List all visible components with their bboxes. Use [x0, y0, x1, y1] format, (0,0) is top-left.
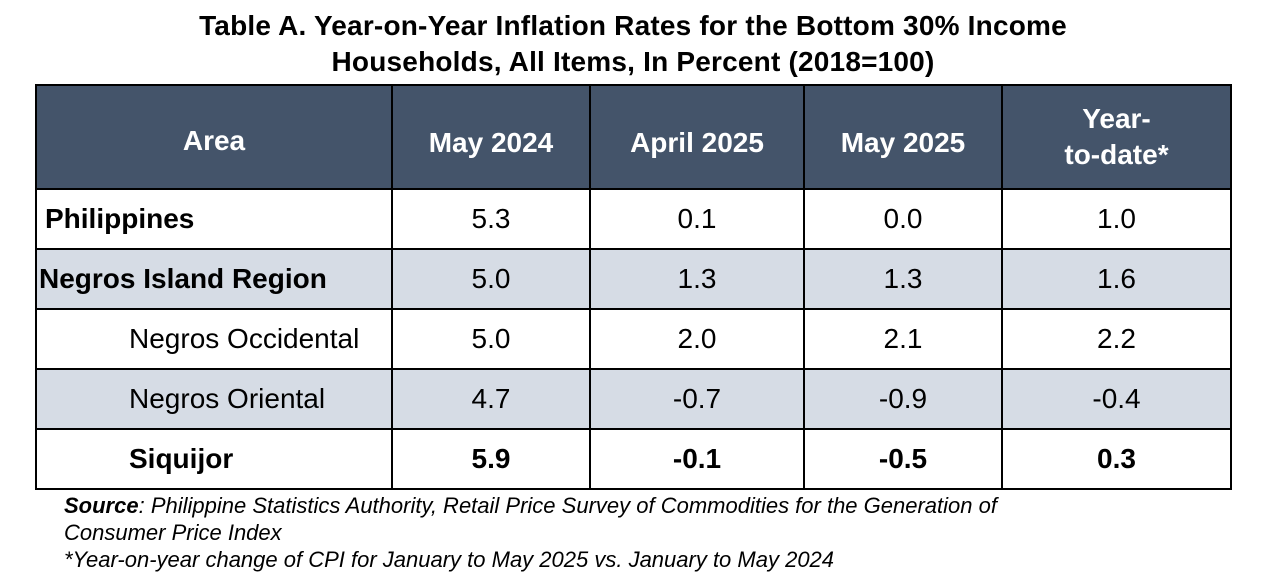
cell-may-2024: 5.3 — [391, 188, 591, 250]
row-area: Negros Occidental — [35, 308, 393, 370]
cell-ytd: 1.6 — [1001, 248, 1232, 310]
footnote: *Year-on-year change of CPI for January … — [64, 547, 835, 572]
cell-ytd: 2.2 — [1001, 308, 1232, 370]
header-ytd-line2: to-date* — [1064, 139, 1169, 170]
source-note-line2: Consumer Price Index — [64, 520, 282, 545]
table-row-negros-occidental: Negros Occidental 5.0 2.0 2.1 2.2 — [35, 308, 1232, 370]
cell-april-2025: 2.0 — [589, 308, 805, 370]
row-area: Siquijor — [35, 428, 393, 490]
header-row: Area May 2024 April 2025 May 2025 Year- … — [35, 84, 1232, 190]
source-note: Source: Philippine Statistics Authority,… — [64, 492, 1254, 519]
header-may-2024: May 2024 — [391, 84, 591, 190]
cell-may-2025: -0.9 — [803, 368, 1003, 430]
source-text: : Philippine Statistics Authority, Retai… — [138, 493, 997, 518]
cell-april-2025: 0.1 — [589, 188, 805, 250]
row-area: Negros Oriental — [35, 368, 393, 430]
cell-may-2025: 0.0 — [803, 188, 1003, 250]
source-label: Source — [64, 493, 139, 518]
cell-may-2025: -0.5 — [803, 428, 1003, 490]
table-notes: Source: Philippine Statistics Authority,… — [64, 492, 1254, 573]
header-ytd-line1: Year- — [1082, 103, 1151, 134]
cell-ytd: 0.3 — [1001, 428, 1232, 490]
inflation-table: Area May 2024 April 2025 May 2025 Year- … — [35, 84, 1232, 490]
cell-ytd: 1.0 — [1001, 188, 1232, 250]
header-may-2025: May 2025 — [803, 84, 1003, 190]
cell-may-2024: 5.0 — [391, 248, 591, 310]
header-area: Area — [35, 84, 393, 190]
header-april-2025: April 2025 — [589, 84, 805, 190]
cell-ytd: -0.4 — [1001, 368, 1232, 430]
cell-april-2025: -0.7 — [589, 368, 805, 430]
row-area: Negros Island Region — [35, 248, 393, 310]
cell-may-2025: 1.3 — [803, 248, 1003, 310]
cell-april-2025: -0.1 — [589, 428, 805, 490]
header-year-to-date: Year- to-date* — [1001, 84, 1232, 190]
cell-may-2024: 5.9 — [391, 428, 591, 490]
cell-april-2025: 1.3 — [589, 248, 805, 310]
table-title-line2: Households, All Items, In Percent (2018=… — [331, 46, 935, 77]
table-row-siquijor: Siquijor 5.9 -0.1 -0.5 0.3 — [35, 428, 1232, 490]
cell-may-2024: 5.0 — [391, 308, 591, 370]
table-row-negros-island-region: Negros Island Region 5.0 1.3 1.3 1.6 — [35, 248, 1232, 310]
table-row-philippines: Philippines 5.3 0.1 0.0 1.0 — [35, 188, 1232, 250]
row-area: Philippines — [35, 188, 393, 250]
cell-may-2024: 4.7 — [391, 368, 591, 430]
table-title-line1: Table A. Year-on-Year Inflation Rates fo… — [199, 10, 1067, 41]
table-row-negros-oriental: Negros Oriental 4.7 -0.7 -0.9 -0.4 — [35, 368, 1232, 430]
table-title: Table A. Year-on-Year Inflation Rates fo… — [0, 8, 1266, 80]
cell-may-2025: 2.1 — [803, 308, 1003, 370]
